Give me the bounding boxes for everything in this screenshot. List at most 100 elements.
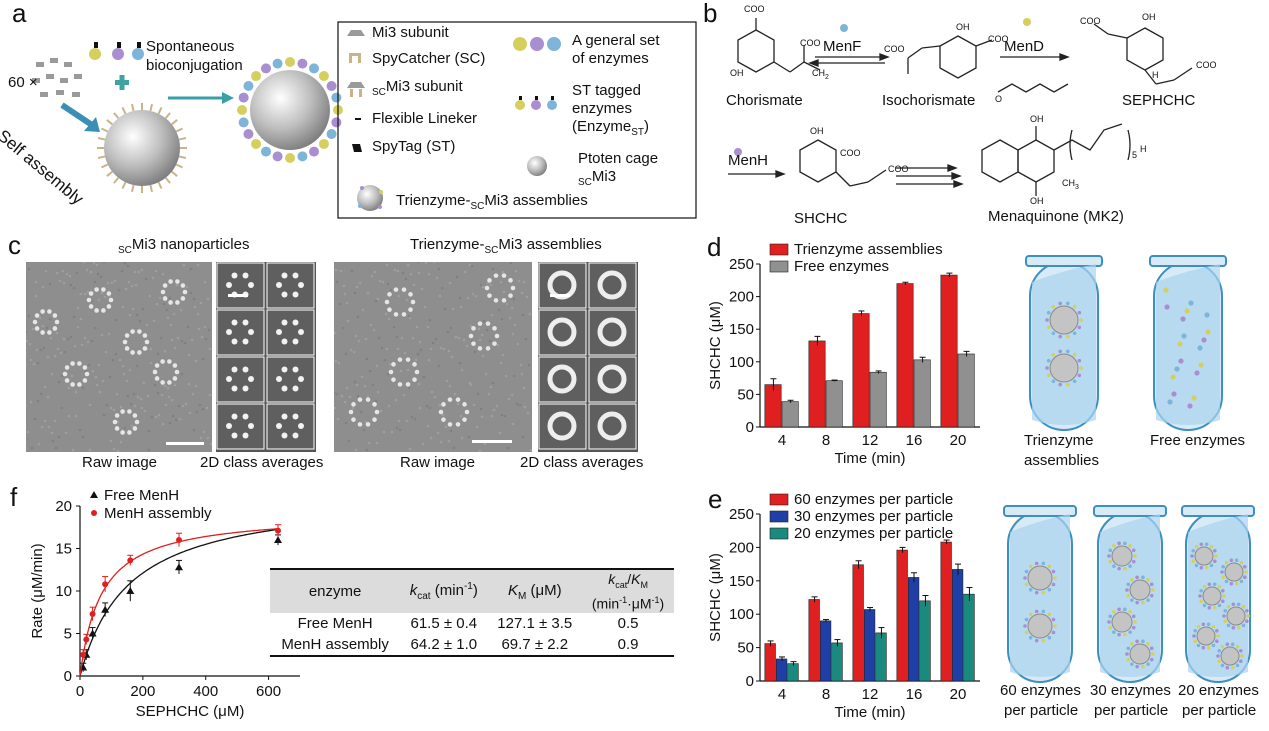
y-tick-label: 50	[737, 640, 754, 657]
tube-rim	[1181, 505, 1255, 517]
nanoparticle-icon	[1224, 562, 1244, 582]
ratio-cat: cat	[615, 579, 628, 590]
x-tick-label: 20	[950, 686, 967, 703]
c-left-sub: SC	[118, 245, 132, 256]
free-enzyme-icon	[1188, 300, 1194, 306]
count-label: 60 ×	[8, 74, 38, 91]
legend-swatch	[769, 260, 789, 273]
menh-label: MenH	[728, 152, 769, 169]
x-tick-label: 16	[906, 432, 923, 449]
panel-c: SCMi3 nanoparticles Trienzyme-SCMi3 asse…	[0, 232, 700, 477]
legend-swatch	[769, 493, 789, 506]
fit-curve	[79, 528, 279, 677]
y-tick-label: 10	[55, 583, 72, 600]
enzyme-st-open: (Enzyme	[572, 118, 632, 135]
legend-swatch	[769, 510, 789, 523]
isochorismate-coo: COO	[988, 34, 1009, 44]
nanoparticle-icon	[1129, 579, 1151, 601]
chorismate-coo: COO	[744, 4, 765, 14]
ratio-M: M	[640, 579, 648, 590]
legend-marker	[90, 491, 98, 498]
tube-e3-label-2: per particle	[1182, 702, 1257, 719]
legend-swatch	[769, 527, 789, 540]
bar	[764, 384, 782, 428]
mk2-oh-top: OH	[1030, 114, 1044, 124]
bar	[957, 353, 975, 428]
menf-label: MenF	[823, 38, 862, 55]
bar	[963, 593, 975, 682]
bar	[775, 658, 788, 682]
y-tick-label: 150	[729, 573, 754, 590]
isochorismate-coo-2: COO	[884, 44, 905, 54]
ratio-exp1: -1	[619, 594, 628, 605]
free-enzyme-icon	[1164, 304, 1170, 310]
data-point	[83, 636, 90, 643]
mk2-repeat: 5	[1132, 150, 1138, 160]
free-enzyme-icon	[1174, 366, 1180, 372]
sc-subscript: SC	[372, 87, 386, 98]
y-tick-label: 20	[55, 498, 72, 515]
ch2-text: CH	[812, 68, 825, 78]
bar	[913, 359, 931, 428]
chorismate-structure	[737, 29, 775, 73]
bar	[764, 643, 776, 682]
free-enzyme-icon	[1163, 287, 1169, 293]
kcat-sub: cat	[417, 591, 431, 603]
bioconjugation-label-1: Spontaneous	[146, 38, 235, 55]
data-point	[102, 581, 109, 588]
ratio-K: K	[631, 571, 641, 587]
data-point	[88, 629, 97, 637]
bar	[875, 632, 887, 682]
table-row: Free MenH 61.5 ± 0.4 127.1 ± 3.5 0.5	[270, 613, 674, 634]
tube-rim	[1149, 255, 1227, 267]
scale-bar	[166, 442, 204, 445]
x-axis-label: Time (min)	[834, 450, 905, 467]
isochorismate-oh: OH	[956, 22, 970, 32]
nanoparticle-icon	[1226, 606, 1246, 626]
row-km: 127.1 ± 3.5	[497, 615, 573, 633]
km-sub: M	[517, 590, 527, 602]
data-point	[175, 563, 183, 571]
class-avg-caption-left: 2D class averages	[200, 454, 324, 471]
legend-spycatcher: SpyCatcher (SC)	[372, 50, 486, 67]
chorismate-ch2: CH2	[812, 68, 829, 81]
kcat-close: )	[472, 582, 478, 600]
tube-rim	[1003, 505, 1077, 517]
bar	[896, 549, 908, 682]
data-point	[80, 651, 87, 658]
legend-label: 20 enzymes per particle	[794, 525, 953, 542]
bar	[940, 541, 952, 682]
row-km: 69.7 ± 2.2	[501, 636, 569, 654]
ch2-sub: 2	[825, 73, 829, 81]
tube-e3-label-1: 20 enzymes	[1178, 682, 1259, 699]
bar	[852, 313, 870, 428]
ratio-line-1: kcat/KM	[588, 572, 668, 593]
row-enzyme: Free MenH	[297, 615, 373, 633]
ratio-close: )	[659, 595, 665, 612]
tube-liquid	[1032, 264, 1096, 425]
c-right-text: Mi3 assemblies	[498, 236, 602, 253]
protein-cage-icon	[97, 103, 187, 193]
x-tick-label: 4	[778, 432, 786, 449]
panel-e-tubes: 60 enzymes per particle 30 enzymes per p…	[990, 486, 1269, 726]
ratio-unit: (min	[591, 595, 620, 612]
bar	[852, 564, 864, 682]
tube-d1-label-1: Trienzyme	[1024, 432, 1094, 449]
legend-cage-2: SCMi3	[578, 168, 616, 188]
bar	[951, 569, 964, 682]
legend-sc-mi3-subunit: SCMi3 subunit	[372, 78, 463, 98]
legend-label: 60 enzymes per particle	[794, 491, 953, 508]
trienzyme-assembly-icon	[237, 57, 343, 163]
legend-st-tagged-2: enzymes	[572, 100, 633, 117]
legend-linker: Flexible Lineker	[372, 110, 478, 127]
sephchc-coo-2: COO	[1080, 16, 1101, 26]
bar	[919, 600, 931, 682]
panel-label-c: c	[8, 230, 21, 260]
kinetics-table: enzyme kcat (min-1) KM (μM) kcat/KM (min…	[270, 568, 674, 658]
nanoparticle-icon	[1111, 611, 1133, 633]
ch3-text: CH	[1062, 178, 1075, 188]
bar	[819, 620, 832, 682]
trienzyme-sub: SC	[470, 201, 485, 212]
data-point	[127, 557, 134, 564]
